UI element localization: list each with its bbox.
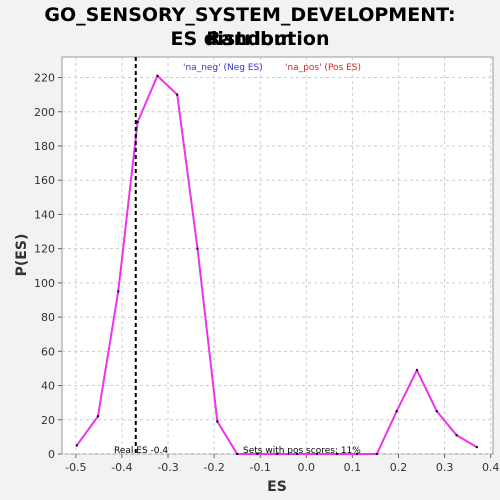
- data-point: [256, 453, 259, 455]
- legend-pos-es: 'na_pos' (Pos ES): [285, 63, 361, 73]
- y-axis-title: P(ES): [14, 234, 30, 277]
- x-tick-label: 0.4: [482, 461, 500, 474]
- x-tick-label: 0.2: [390, 461, 408, 474]
- x-tick-label: 0.0: [298, 461, 316, 474]
- y-tick-label: 100: [34, 277, 55, 290]
- data-point: [315, 453, 318, 455]
- data-point: [455, 434, 458, 437]
- data-point: [435, 410, 438, 413]
- data-point: [236, 453, 239, 455]
- data-point: [415, 369, 418, 372]
- data-point: [216, 420, 219, 423]
- y-tick-label: 40: [41, 380, 55, 393]
- data-point: [196, 247, 199, 250]
- data-point: [176, 93, 179, 96]
- x-tick-label: -0.5: [65, 461, 86, 474]
- y-tick-label: 160: [34, 174, 55, 187]
- plot-area: [61, 56, 494, 455]
- chart-title-line2: ES distribution: [170, 28, 330, 50]
- y-tick-label: 140: [34, 208, 55, 221]
- x-axis-title: ES: [267, 479, 287, 495]
- y-tick-label: 20: [41, 414, 55, 427]
- data-point: [296, 453, 299, 455]
- grid: [62, 57, 493, 455]
- data-point: [117, 290, 120, 293]
- data-point: [75, 444, 78, 447]
- legend-neg-es: 'na_neg' (Neg ES): [183, 63, 263, 73]
- pos-scores-annotation: Sets with pos scores: 11%: [243, 446, 361, 456]
- data-point: [336, 453, 339, 455]
- x-tick-label: -0.1: [249, 461, 270, 474]
- y-tick-label: 60: [41, 345, 55, 358]
- data-point: [156, 74, 159, 77]
- x-tick-label: -0.2: [203, 461, 224, 474]
- data-point: [475, 446, 478, 449]
- y-tick-label: 80: [41, 311, 55, 324]
- y-tick-label: 120: [34, 243, 55, 256]
- data-point: [136, 121, 139, 124]
- data-point: [276, 453, 279, 455]
- x-tick-label: -0.3: [157, 461, 178, 474]
- x-tick-label: 0.3: [436, 461, 454, 474]
- series-group: [75, 74, 478, 455]
- data-point: [96, 415, 99, 418]
- real-es-annotation: Real ES -0.4: [114, 446, 168, 456]
- x-tick-label: 0.1: [344, 461, 362, 474]
- chart-title-line1: GO_SENSORY_SYSTEM_DEVELOPMENT: Random: [44, 4, 456, 50]
- y-tick-label: 0: [48, 448, 55, 461]
- x-tick-label: -0.4: [111, 461, 132, 474]
- data-point: [395, 410, 398, 413]
- y-tick-label: 200: [34, 106, 55, 119]
- y-tick-label: 180: [34, 140, 55, 153]
- y-axis: 0 20 40 60 80 100 120 140 160 180 200 220: [34, 72, 62, 461]
- x-axis: -0.5 -0.4 -0.3 -0.2 -0.1 0.0 0.1 0.2 0.3 0.4: [65, 454, 499, 474]
- data-point: [375, 453, 378, 455]
- y-tick-label: 220: [34, 72, 55, 85]
- data-point: [356, 453, 359, 455]
